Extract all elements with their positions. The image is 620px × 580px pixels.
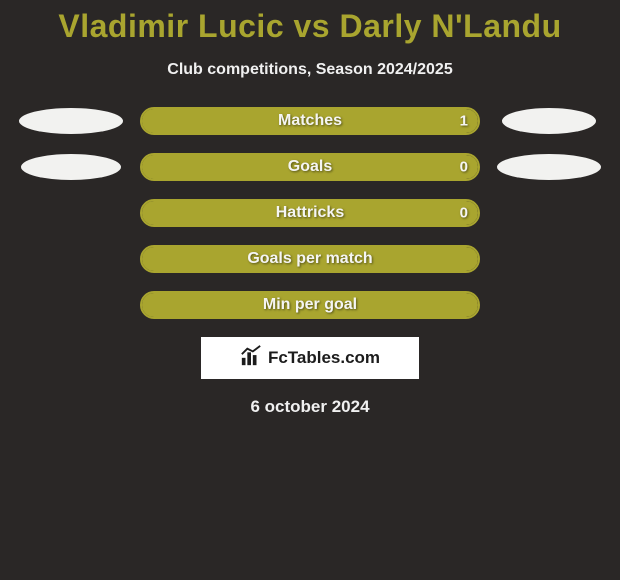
right-ellipse-slot [488,108,610,134]
left-ellipse-slot [10,154,132,180]
bar-label-wrap: Goals per match [142,247,478,271]
right-magnitude-ellipse [497,154,601,180]
bar-label-wrap: Min per goal [142,293,478,317]
stat-label: Hattricks [276,204,344,222]
stat-bar: Goals 0 [140,153,480,181]
stat-right-value: 1 [460,113,468,130]
left-magnitude-ellipse [19,108,123,134]
stat-label: Goals per match [247,250,372,268]
stat-bar: Hattricks 0 [140,199,480,227]
left-ellipse-slot [10,108,132,134]
stat-row: Matches 1 [0,107,620,135]
stat-label: Goals [288,158,332,176]
stat-bar: Min per goal [140,291,480,319]
stat-bar: Goals per match [140,245,480,273]
bar-label-wrap: Hattricks [142,201,478,225]
right-ellipse-slot [488,154,610,180]
page-subtitle: Club competitions, Season 2024/2025 [0,61,620,79]
brand-box[interactable]: FcTables.com [201,337,419,379]
page-title: Vladimir Lucic vs Darly N'Landu [0,8,620,45]
bar-chart-icon [240,345,262,372]
stat-label: Min per goal [263,296,357,314]
brand-text: FcTables.com [268,348,380,368]
left-magnitude-ellipse [21,154,121,180]
stat-row: Goals per match [0,245,620,273]
bar-label-wrap: Goals [142,155,478,179]
stat-row: Goals 0 [0,153,620,181]
page-date: 6 october 2024 [0,397,620,417]
stat-rows: Matches 1 Goals 0 Hattricks 0 Goals per match M… [0,107,620,319]
comparison-container: Vladimir Lucic vs Darly N'Landu Club com… [0,0,620,417]
stat-label: Matches [278,112,342,130]
stat-row: Min per goal [0,291,620,319]
stat-right-value: 0 [460,205,468,222]
stat-row: Hattricks 0 [0,199,620,227]
stat-bar: Matches 1 [140,107,480,135]
right-magnitude-ellipse [502,108,596,134]
stat-right-value: 0 [460,159,468,176]
bar-label-wrap: Matches [142,109,478,133]
